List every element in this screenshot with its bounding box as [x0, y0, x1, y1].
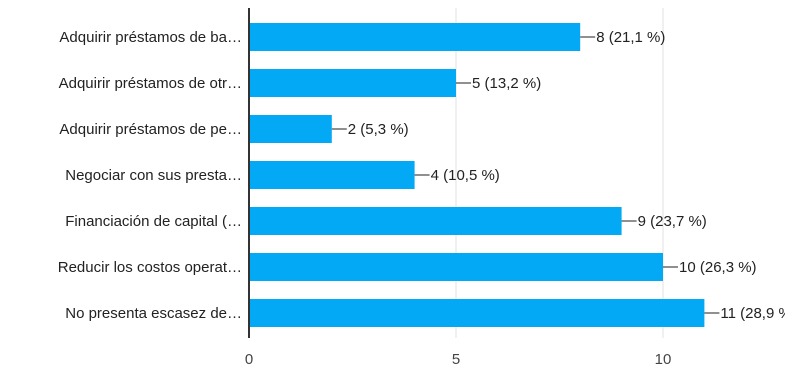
x-axis-ticks: 0 5 10	[245, 351, 672, 368]
bars	[249, 23, 705, 327]
bar	[249, 69, 456, 97]
bar	[249, 207, 622, 235]
bar-value-label: 8 (21,1 %)	[596, 29, 665, 46]
bar-value-label: 9 (23,7 %)	[638, 213, 707, 230]
bar-value-label: 2 (5,3 %)	[348, 121, 409, 138]
category-label: Negociar con sus presta…	[65, 167, 242, 184]
category-label: No presenta escasez de…	[65, 305, 242, 322]
bar	[249, 161, 415, 189]
x-tick-label: 0	[245, 351, 253, 368]
category-label: Reducir los costos operat…	[58, 259, 242, 276]
bar-value-label: 4 (10,5 %)	[431, 167, 500, 184]
bar-value-label: 10 (26,3 %)	[679, 259, 757, 276]
category-label: Adquirir préstamos de ba…	[59, 29, 242, 46]
grid-lines	[455, 8, 664, 338]
bar	[249, 23, 581, 51]
bar-value-label: 5 (13,2 %)	[472, 75, 541, 92]
category-label: Adquirir préstamos de pe…	[59, 121, 242, 138]
bar	[249, 253, 663, 281]
x-tick-label: 10	[655, 351, 672, 368]
category-label: Adquirir préstamos de otr…	[59, 75, 242, 92]
x-tick-label: 5	[452, 351, 460, 368]
bar-value-label: 11 (28,9 %)	[720, 305, 785, 322]
category-labels: Adquirir préstamos de ba… Adquirir présta…	[58, 29, 242, 322]
bar	[249, 299, 705, 327]
bar	[249, 115, 332, 143]
value-labels: 8 (21,1 %) 5 (13,2 %) 2 (5,3 %) 4 (10,5 %) 9…	[331, 29, 785, 322]
category-label: Financiación de capital (…	[65, 213, 242, 230]
